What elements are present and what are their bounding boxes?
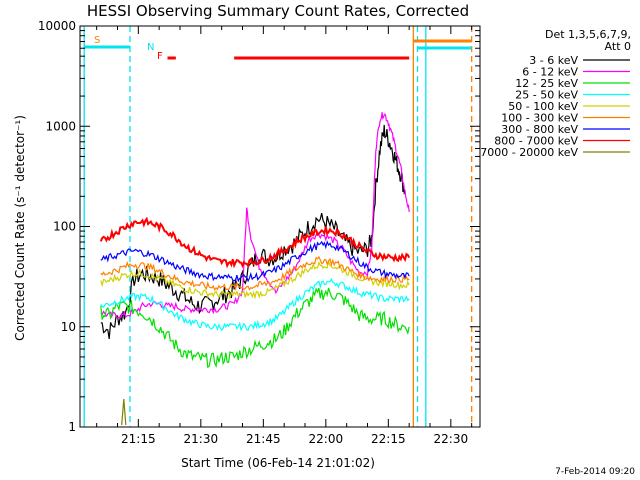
x-tick-label-1: 21:30	[184, 432, 219, 446]
series-line-7000-20000kev	[121, 399, 127, 425]
y-tick-label-0: 1	[68, 420, 76, 434]
y-tick-label-2: 100	[53, 220, 76, 234]
series-line-800-7000kev	[99, 216, 411, 269]
x-tick-label-3: 22:00	[309, 432, 344, 446]
series-line-12-25kev	[100, 287, 410, 369]
flag-label-n: N	[147, 42, 154, 53]
legend-label-5: 100 - 300 keV	[501, 112, 578, 125]
legend-title-line-2: Att 0	[605, 40, 631, 53]
x-axis: 21:15 21:30 21:45 22:00 22:15 22:30	[96, 26, 473, 446]
x-tick-label-5: 22:30	[434, 432, 469, 446]
series-line-100-300kev	[100, 255, 410, 292]
chart-title: HESSI Observing Summary Count Rates, Cor…	[87, 2, 469, 20]
legend-label-3: 25 - 50 keV	[515, 89, 578, 102]
y-axis: 1 10 100 1000 10000	[38, 19, 480, 434]
x-tick-label-2: 21:45	[246, 432, 281, 446]
series-line-25-50kev	[100, 277, 410, 333]
y-tick-label-3: 1000	[45, 119, 76, 133]
series-line-300-800kev	[100, 240, 410, 283]
flag-label-f: F	[157, 51, 163, 62]
legend-label-4: 50 - 100 keV	[508, 100, 578, 113]
series-line-6-12kev	[100, 112, 410, 320]
flag-label-s: S	[94, 35, 100, 46]
x-axis-label: Start Time (06-Feb-14 21:01:02)	[181, 456, 375, 470]
y-axis-label: Corrected Count Rate (s⁻¹ detector⁻¹)	[13, 115, 27, 341]
legend-label-6: 300 - 800 keV	[501, 123, 578, 136]
timestamp: 7-Feb-2014 09:20	[555, 467, 635, 477]
x-tick-label-4: 22:15	[371, 432, 406, 446]
legend-label-8: 7000 - 20000 keV	[480, 146, 578, 159]
legend-label-2: 12 - 25 keV	[515, 77, 578, 90]
plot-area: S NF	[83, 26, 473, 427]
y-tick-label-4: 10000	[38, 19, 76, 33]
legend-title-line-1: Det 1,3,5,6,7,9,	[545, 28, 631, 41]
legend-label-7: 800 - 7000 keV	[494, 135, 578, 148]
legend-label-0: 3 - 6 keV	[529, 54, 578, 67]
legend-label-1: 6 - 12 keV	[522, 66, 578, 79]
x-tick-label-0: 21:15	[121, 432, 156, 446]
y-tick-label-1: 10	[61, 320, 76, 334]
